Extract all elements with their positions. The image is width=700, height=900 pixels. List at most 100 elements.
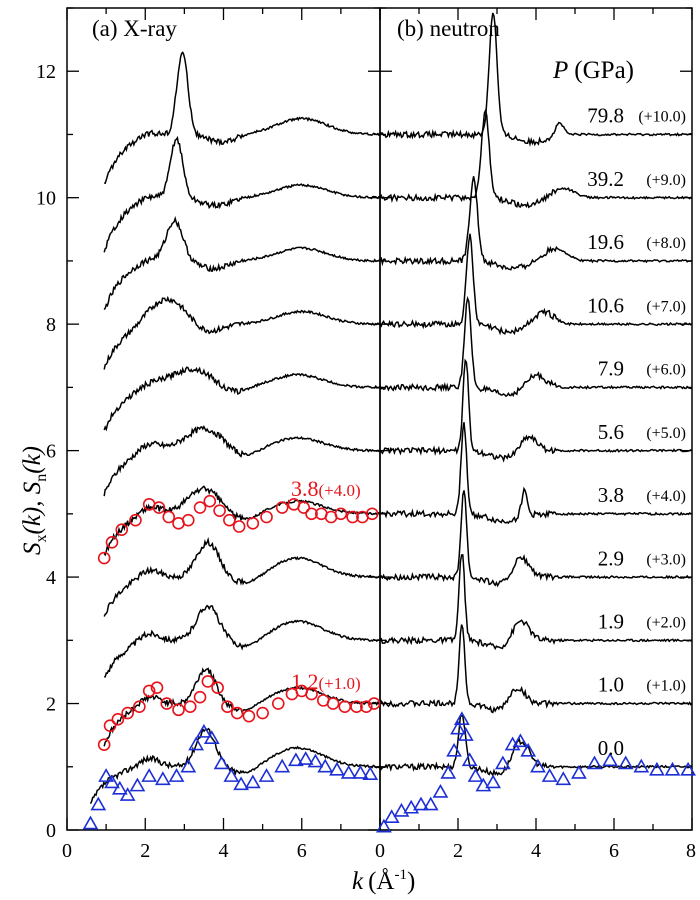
y-tick-label: 0 xyxy=(46,820,56,842)
x-tick-label: 2 xyxy=(140,840,150,862)
blue-triangles-0.0-neutron-point xyxy=(376,818,392,833)
pressure-offset: (+8.0) xyxy=(646,235,686,252)
y-tick-label: 10 xyxy=(36,188,56,210)
blue-triangles-0.0-neutron-point xyxy=(664,761,681,776)
red-circles-1.2-point xyxy=(256,706,269,720)
blue-triangles-0.0-point xyxy=(340,764,357,779)
red-circles-3.8-point xyxy=(213,504,226,517)
curve-neutron-1.0 xyxy=(379,624,693,714)
curve-xray-79.8 xyxy=(103,51,381,185)
y-axis-s2: S xyxy=(19,481,46,494)
red-circles-3.8-point xyxy=(260,510,273,524)
red-circles-1.2-point xyxy=(271,697,285,710)
blue-triangles-0.0-neutron-point xyxy=(467,768,484,782)
x-tick-label: 0 xyxy=(375,840,385,862)
data-markers xyxy=(82,494,696,833)
red-circles-1.2-point xyxy=(350,700,363,714)
blue-triangles-0.0-neutron-point xyxy=(680,761,696,776)
blue-triangles-0.0-neutron-point xyxy=(457,727,474,741)
y-tick-label: 12 xyxy=(36,61,56,83)
blue-triangles-0.0-point xyxy=(223,768,240,782)
blue-triangles-0.0-neutron-point xyxy=(617,755,634,770)
x-axis-unit: (Å xyxy=(368,868,394,895)
pressure-value: 1.0 xyxy=(598,673,624,697)
blue-triangles-0.0-neutron-point xyxy=(541,768,558,782)
blue-triangles-0.0-neutron-point xyxy=(403,799,420,814)
pressure-offset: (+9.0) xyxy=(646,172,686,189)
red-circles-3.8-point xyxy=(193,501,207,514)
blue-triangles-0.0-point xyxy=(288,752,304,767)
pressure-labels: 79.8 (+10.0) 39.2 (+9.0) 19.6 (+8.0) 10.6 (+7.0… xyxy=(587,104,686,760)
curve-xray-1.9 xyxy=(104,604,381,678)
curve-xray-7.9 xyxy=(103,366,381,432)
red-circles-1.2-point xyxy=(133,700,146,714)
panel-a-title: (a) X-ray xyxy=(92,16,177,41)
red-circles-3.8-point xyxy=(334,507,348,521)
curve-xray-19.6 xyxy=(103,215,381,311)
red-circles-3.8-point xyxy=(97,551,111,565)
legend-title: P (GPa) xyxy=(552,57,634,84)
red-circles-1.2-point xyxy=(111,713,125,726)
annotation-3-8-value: 3.8 xyxy=(291,476,319,501)
curve-neutron-7.9 xyxy=(379,295,693,398)
red-circles-1.2-point xyxy=(193,690,207,704)
blue-triangles-0.0-point xyxy=(307,753,324,768)
blue-triangles-0.0-neutron-point xyxy=(512,733,529,748)
pressure-offset: (+2.0) xyxy=(646,615,686,632)
y-axis-s1: S xyxy=(19,542,46,555)
blue-triangles-0.0-neutron-point xyxy=(413,796,429,811)
blue-triangles-0.0-point xyxy=(168,768,185,782)
pressure-value: 19.6 xyxy=(587,230,624,254)
pressure-offset: (+3.0) xyxy=(646,551,686,568)
pressure-value: 0.0 xyxy=(598,736,624,760)
blue-triangles-0.0-neutron-point xyxy=(602,752,618,767)
curve-neutron-0.0 xyxy=(379,714,693,778)
red-circles-1.2-point xyxy=(160,697,174,710)
blue-triangles-0.0-point xyxy=(180,758,197,773)
blue-triangles-0.0-point xyxy=(213,755,230,770)
red-circles-3.8-point xyxy=(129,513,142,527)
blue-triangles-0.0-point xyxy=(119,787,136,801)
y-tick-label: 2 xyxy=(46,694,56,716)
blue-triangles-0.0-point xyxy=(258,768,275,782)
blue-triangles-0.0-point xyxy=(98,768,115,782)
red-circles-3.8-point xyxy=(203,494,217,508)
red-circles-1.2-point xyxy=(97,738,111,751)
red-circles-3.8-point xyxy=(115,523,129,536)
x-axis-title: k (Å-1) xyxy=(352,867,415,895)
annotation-1-2-value: 1.2 xyxy=(291,669,319,694)
red-circles-3.8-point xyxy=(162,510,176,524)
blue-triangles-0.0-point xyxy=(129,777,146,792)
curve-xray-0.0 xyxy=(89,727,381,804)
red-circles-1.2-point xyxy=(172,703,185,717)
blue-triangles-0.0-point xyxy=(90,796,107,811)
pressure-offset: (+10.0) xyxy=(638,109,686,126)
pressure-offset: (+7.0) xyxy=(646,298,686,315)
pressure-value: 39.2 xyxy=(587,167,624,191)
blue-triangles-0.0-point xyxy=(274,758,291,773)
pressure-value: 2.9 xyxy=(598,546,624,570)
blue-triangles-0.0-point xyxy=(104,774,120,789)
red-circles-3.8-point xyxy=(105,535,119,549)
red-circles-3.8-point xyxy=(152,501,166,514)
blue-triangles-0.0-neutron-point xyxy=(520,742,537,757)
pressure-value: 7.9 xyxy=(598,357,624,381)
blue-triangles-0.0-neutron-point xyxy=(571,764,587,779)
panel-b-title: (b) neutron xyxy=(397,16,500,41)
blue-triangles-0.0-neutron-point xyxy=(555,771,572,786)
blue-triangles-0.0-point xyxy=(297,751,314,765)
red-circles-3.8-point xyxy=(365,507,379,521)
y-axis-n: n xyxy=(33,474,50,482)
blue-triangles-0.0-neutron-point xyxy=(446,742,462,757)
red-circles-1.2-point xyxy=(103,719,117,732)
blue-triangles-0.0-neutron-point xyxy=(432,783,449,798)
y-tick-label: 6 xyxy=(46,441,56,463)
blue-triangles-0.0-neutron-point xyxy=(461,752,478,767)
red-circles-1.2-point xyxy=(142,684,156,698)
blue-triangles-0.0-point xyxy=(329,761,345,776)
y-axis-k1: (k), xyxy=(19,494,46,534)
red-circles-1.2-point xyxy=(201,675,215,688)
curve-xray-3.8 xyxy=(103,485,381,557)
x-axis-close: ) xyxy=(407,868,415,895)
red-circles-1.2-point xyxy=(367,697,381,710)
